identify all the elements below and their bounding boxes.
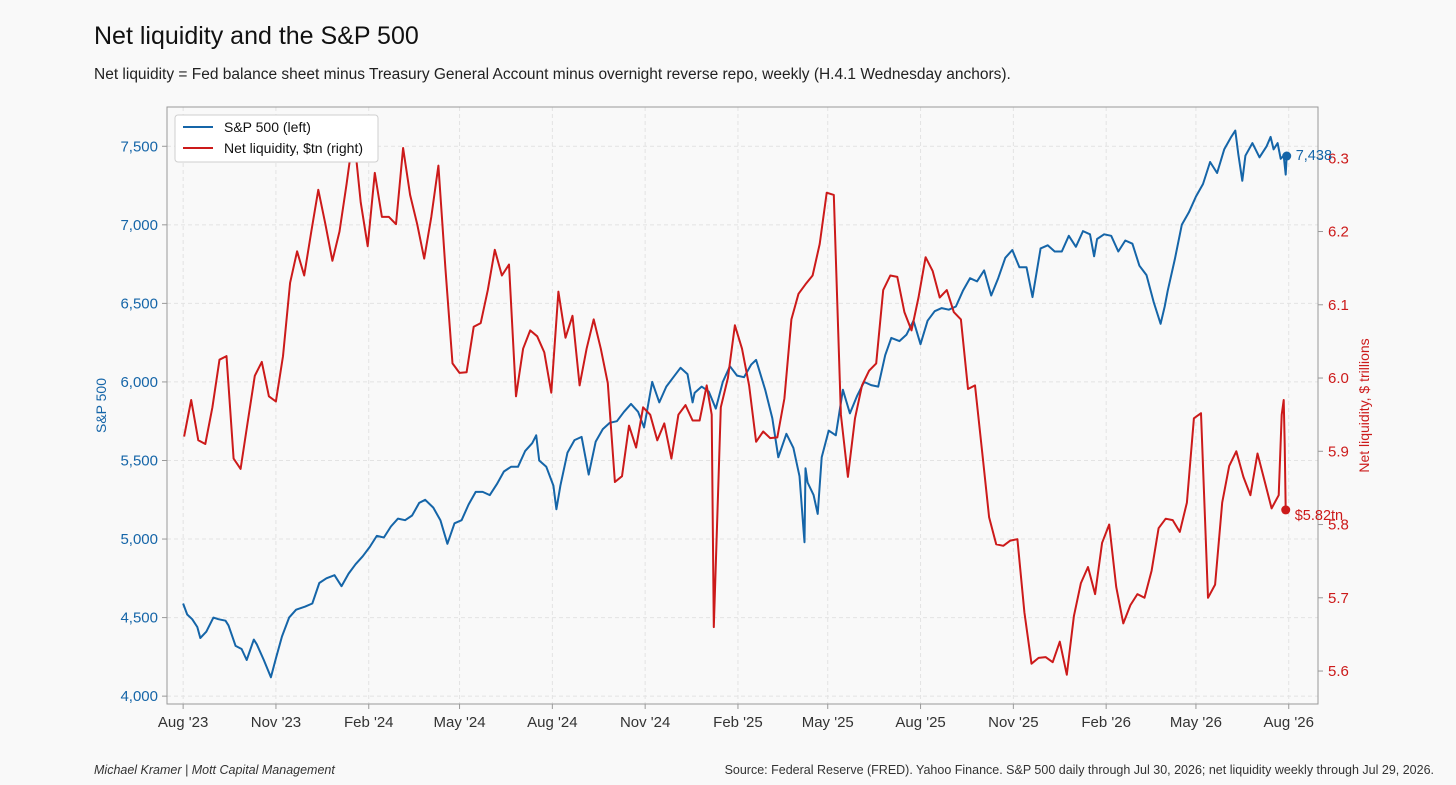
net-liquidity-line [183,131,1287,676]
x-tick-label: Aug '25 [895,714,945,731]
y-tick-label-right: 6.1 [1328,297,1349,314]
sp500-last-value-label: 7,438 [1296,148,1332,164]
x-tick-label: Nov '23 [251,714,301,731]
legend: S&P 500 (left) Net liquidity, $tn (right… [174,114,379,163]
y-tick-label-left: 6,000 [120,374,158,391]
y-tick-label-left: 5,000 [120,531,158,548]
x-tick-label: Feb '26 [1081,714,1131,731]
x-tick-label: Aug '23 [158,714,208,731]
y-tick-label-left: 4,500 [120,610,158,627]
plot-frame [166,106,1319,705]
chart-title: Net liquidity and the S&P 500 [94,22,419,50]
y-tick-label-left: 7,000 [120,217,158,234]
y-tick-label-right: 6.0 [1328,370,1349,387]
series-layer: 7,438 $5.82tn [182,129,1343,679]
y-tick-label-right: 5.9 [1328,443,1349,460]
net-liquidity-last-point [1281,505,1291,515]
x-tick-label: Nov '25 [988,714,1038,731]
x-tick-label: Aug '24 [527,714,577,731]
y-tick-label-left: 7,500 [120,138,158,155]
x-tick-label: May '25 [802,714,854,731]
footer-source: Source: Federal Reserve (FRED). Yahoo Fi… [724,763,1434,777]
y-tick-label-right: 5.8 [1328,517,1349,534]
legend-label-sp500: S&P 500 (left) [224,119,311,135]
y-tick-label-right: 5.6 [1328,663,1349,680]
footer-author: Michael Kramer | Mott Capital Management [94,763,335,777]
legend-label-liquidity: Net liquidity, $tn (right) [224,140,363,156]
sp500-last-point [1282,151,1292,161]
grid-layer [167,107,1318,704]
y-tick-label-left: 5,500 [120,452,158,469]
y-axis-label-left: S&P 500 [93,378,109,433]
ticks-layer: Aug '23 Nov '23 Feb '24 May '24 Aug '24 Nov '… [120,138,1348,731]
x-tick-label: Feb '25 [713,714,763,731]
x-tick-label: Nov '24 [620,714,670,731]
x-tick-label: May '24 [434,714,486,731]
y-axis-label-right: Net liquidity, $ trillions [1356,338,1372,472]
legend-box [174,114,379,163]
sp500-line [182,129,1288,679]
x-tick-label: Aug '26 [1264,714,1314,731]
y-tick-label-right: 6.2 [1328,224,1349,241]
chart-subtitle: Net liquidity = Fed balance sheet minus … [94,66,1011,83]
x-tick-label: Feb '24 [344,714,394,731]
y-tick-label-right: 6.3 [1328,150,1349,167]
net-liquidity-last-value-label: $5.82tn [1295,508,1343,524]
y-tick-label-left: 4,000 [120,688,158,705]
y-tick-label-left: 6,500 [120,295,158,312]
x-tick-label: May '26 [1170,714,1222,731]
y-tick-label-right: 5.7 [1328,590,1349,607]
